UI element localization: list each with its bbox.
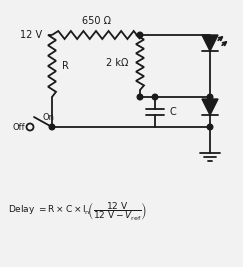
Circle shape <box>137 32 143 38</box>
Polygon shape <box>202 99 218 115</box>
Polygon shape <box>202 35 218 51</box>
Text: C: C <box>169 107 176 117</box>
Circle shape <box>137 94 143 100</box>
Circle shape <box>49 124 55 130</box>
Text: Off: Off <box>12 123 25 132</box>
Text: R: R <box>62 61 69 71</box>
Text: 12 V: 12 V <box>20 30 42 40</box>
Text: Delay $= \mathrm{R} \times \mathrm{C} \times \mathrm{l_n}\!\left(\dfrac{12\ \mat: Delay $= \mathrm{R} \times \mathrm{C} \t… <box>8 201 147 223</box>
Text: 2 kΩ: 2 kΩ <box>106 57 128 68</box>
Circle shape <box>207 124 213 130</box>
Circle shape <box>152 94 158 100</box>
Text: 650 Ω: 650 Ω <box>81 16 111 26</box>
Circle shape <box>207 94 213 100</box>
Text: On: On <box>42 113 54 122</box>
